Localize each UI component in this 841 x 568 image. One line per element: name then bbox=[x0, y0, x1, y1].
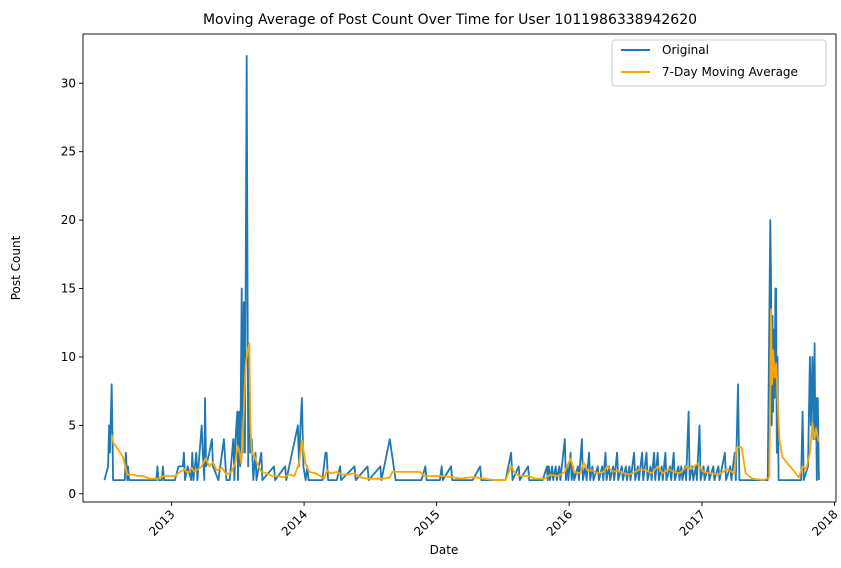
x-tick-label: 2014 bbox=[279, 507, 310, 538]
y-axis-label: Post Count bbox=[9, 235, 23, 300]
legend-box bbox=[611, 39, 827, 87]
x-tick-label: 2013 bbox=[146, 507, 177, 538]
series-line-original bbox=[103, 55, 820, 482]
x-tick-label: 2017 bbox=[677, 507, 708, 538]
x-tick-label: 2015 bbox=[411, 507, 442, 538]
y-tick-label: 0 bbox=[68, 487, 76, 501]
y-tick-label: 20 bbox=[61, 213, 76, 227]
legend-label-original: Original bbox=[662, 43, 709, 57]
y-tick-label: 10 bbox=[61, 350, 76, 364]
y-tick-label: 25 bbox=[61, 145, 76, 159]
legend-label-moving-average: 7-Day Moving Average bbox=[662, 65, 798, 79]
plot-lines bbox=[103, 55, 820, 482]
x-axis-label: Date bbox=[430, 543, 459, 557]
x-axis-ticks: 2013 2014 2015 2016 2017 2018 bbox=[146, 502, 841, 539]
y-tick-label: 5 bbox=[68, 418, 76, 432]
y-tick-label: 15 bbox=[61, 282, 76, 296]
legend: Original 7-Day Moving Average bbox=[611, 39, 827, 87]
x-tick-label: 2016 bbox=[544, 507, 575, 538]
x-tick-label: 2018 bbox=[809, 507, 840, 538]
chart-title: Moving Average of Post Count Over Time f… bbox=[203, 12, 697, 28]
series-line-moving-average bbox=[110, 308, 820, 482]
plot-frame bbox=[82, 33, 837, 503]
y-axis-ticks: 0 5 10 15 20 25 30 bbox=[61, 76, 83, 501]
y-tick-label: 30 bbox=[61, 76, 76, 90]
